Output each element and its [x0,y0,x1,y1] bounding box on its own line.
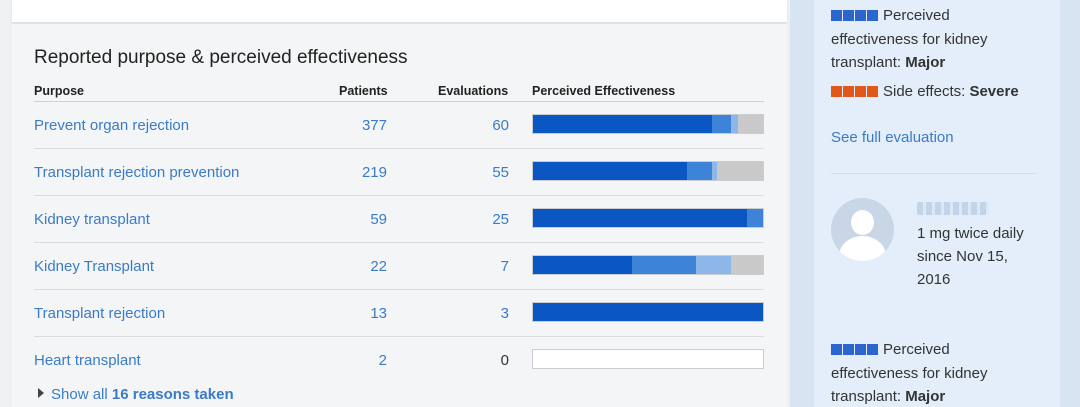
effectiveness-bar [532,302,764,322]
header-divider [34,101,764,102]
patients-count-link[interactable]: 59 [370,211,387,228]
evaluations-count[interactable]: 7 [500,258,509,275]
avatar[interactable] [831,198,894,261]
row-divider [34,242,764,243]
column-header-purpose: Purpose [34,84,85,98]
show-all-prefix: Show all [51,386,108,403]
table-row: Kidney transplant 59 25 [34,196,764,243]
avatar-head [851,210,874,235]
column-header-evaluations: Evaluations [438,84,509,98]
eval2-dosage: 1 mg twice daily since Nov 15, 2016 [917,222,1024,291]
effectiveness-bar [532,349,764,369]
effectiveness-segment [533,303,763,321]
eval2-effectiveness-label: Perceived effectiveness for kidney trans… [831,341,988,405]
table-row: Transplant rejection prevention 219 55 [34,149,764,196]
effectiveness-segment [730,256,763,274]
column-header-effectiveness: Perceived Effectiveness [532,84,676,98]
effectiveness-segment [631,256,697,274]
column-header-patients: Patients [339,84,388,98]
table-row: Heart transplant 2 0 [34,337,764,384]
effectiveness-segment [712,162,717,180]
evaluations-count[interactable]: 60 [492,117,509,134]
eval1-effectiveness-label: Perceived effectiveness for kidney trans… [831,7,988,71]
patients-count-link[interactable]: 22 [370,258,387,275]
effectiveness-segment [533,162,688,180]
purpose-link[interactable]: Transplant rejection [34,305,166,322]
evaluations-count: 0 [500,352,509,369]
effectiveness-segment [730,115,738,133]
previous-card [12,0,787,23]
eval1-side-effects: Side effects: Severe [831,80,1041,104]
purpose-link[interactable]: Prevent organ rejection [34,117,190,134]
effectiveness-segment [533,256,632,274]
sidebar-divider [831,173,1036,174]
patients-count-link[interactable]: 2 [378,352,387,369]
table-row: Transplant rejection 13 3 [34,290,764,337]
evaluations-count[interactable]: 25 [492,211,509,228]
effectiveness-segment [533,209,747,227]
patients-count-link[interactable]: 377 [361,117,387,134]
effectiveness-segment [737,115,763,133]
effectiveness-segment [687,162,713,180]
eval1-effectiveness: Perceived effectiveness for kidney trans… [831,4,1031,74]
patients-count-link[interactable]: 219 [361,164,387,181]
effectiveness-bar [532,161,764,181]
evaluations-count[interactable]: 55 [492,164,509,181]
expand-triangle-icon [38,388,44,398]
purpose-link[interactable]: Transplant rejection prevention [34,164,240,181]
effectiveness-rating-icon [831,339,879,362]
eval1-side-effects-value: Severe [969,83,1019,100]
table-row: Prevent organ rejection 377 60 [34,102,764,149]
effectiveness-rating-icon [831,5,879,28]
show-all-reasons-link[interactable]: Show all 16 reasons taken [38,386,234,403]
purpose-link[interactable]: Heart transplant [34,352,141,369]
effectiveness-segment [716,162,763,180]
patients-count-link[interactable]: 13 [370,305,387,322]
eval2-dosage-line2: since Nov 15, [917,248,1008,265]
blurred-username[interactable] [917,202,989,215]
effectiveness-segment [696,256,731,274]
row-divider [34,148,764,149]
effectiveness-segment [746,209,763,227]
table-row: Kidney Transplant 22 7 [34,243,764,290]
effectiveness-bar [532,208,764,228]
eval1-side-effects-label: Side effects: [883,83,966,100]
row-divider [34,289,764,290]
show-all-count: 16 reasons taken [111,386,234,403]
purpose-link[interactable]: Kidney Transplant [34,258,155,275]
eval2-dosage-line1: 1 mg twice daily [917,225,1024,242]
effectiveness-bar [532,114,764,134]
eval1-effectiveness-value: Major [905,54,946,71]
row-divider [34,195,764,196]
effectiveness-segment [533,115,713,133]
eval2-effectiveness-value: Major [905,388,946,405]
eval2-effectiveness: Perceived effectiveness for kidney trans… [831,338,1031,407]
see-full-evaluation-link[interactable]: See full evaluation [831,129,954,146]
effectiveness-bar [532,255,764,275]
avatar-body [839,236,886,261]
effectiveness-segment [712,115,731,133]
section-title: Reported purpose & perceived effectivene… [34,47,408,68]
eval2-dosage-line3: 2016 [917,271,951,288]
side-effects-rating-icon [831,81,879,104]
row-divider [34,336,764,337]
evaluations-count[interactable]: 3 [500,305,509,322]
purpose-link[interactable]: Kidney transplant [34,211,150,228]
